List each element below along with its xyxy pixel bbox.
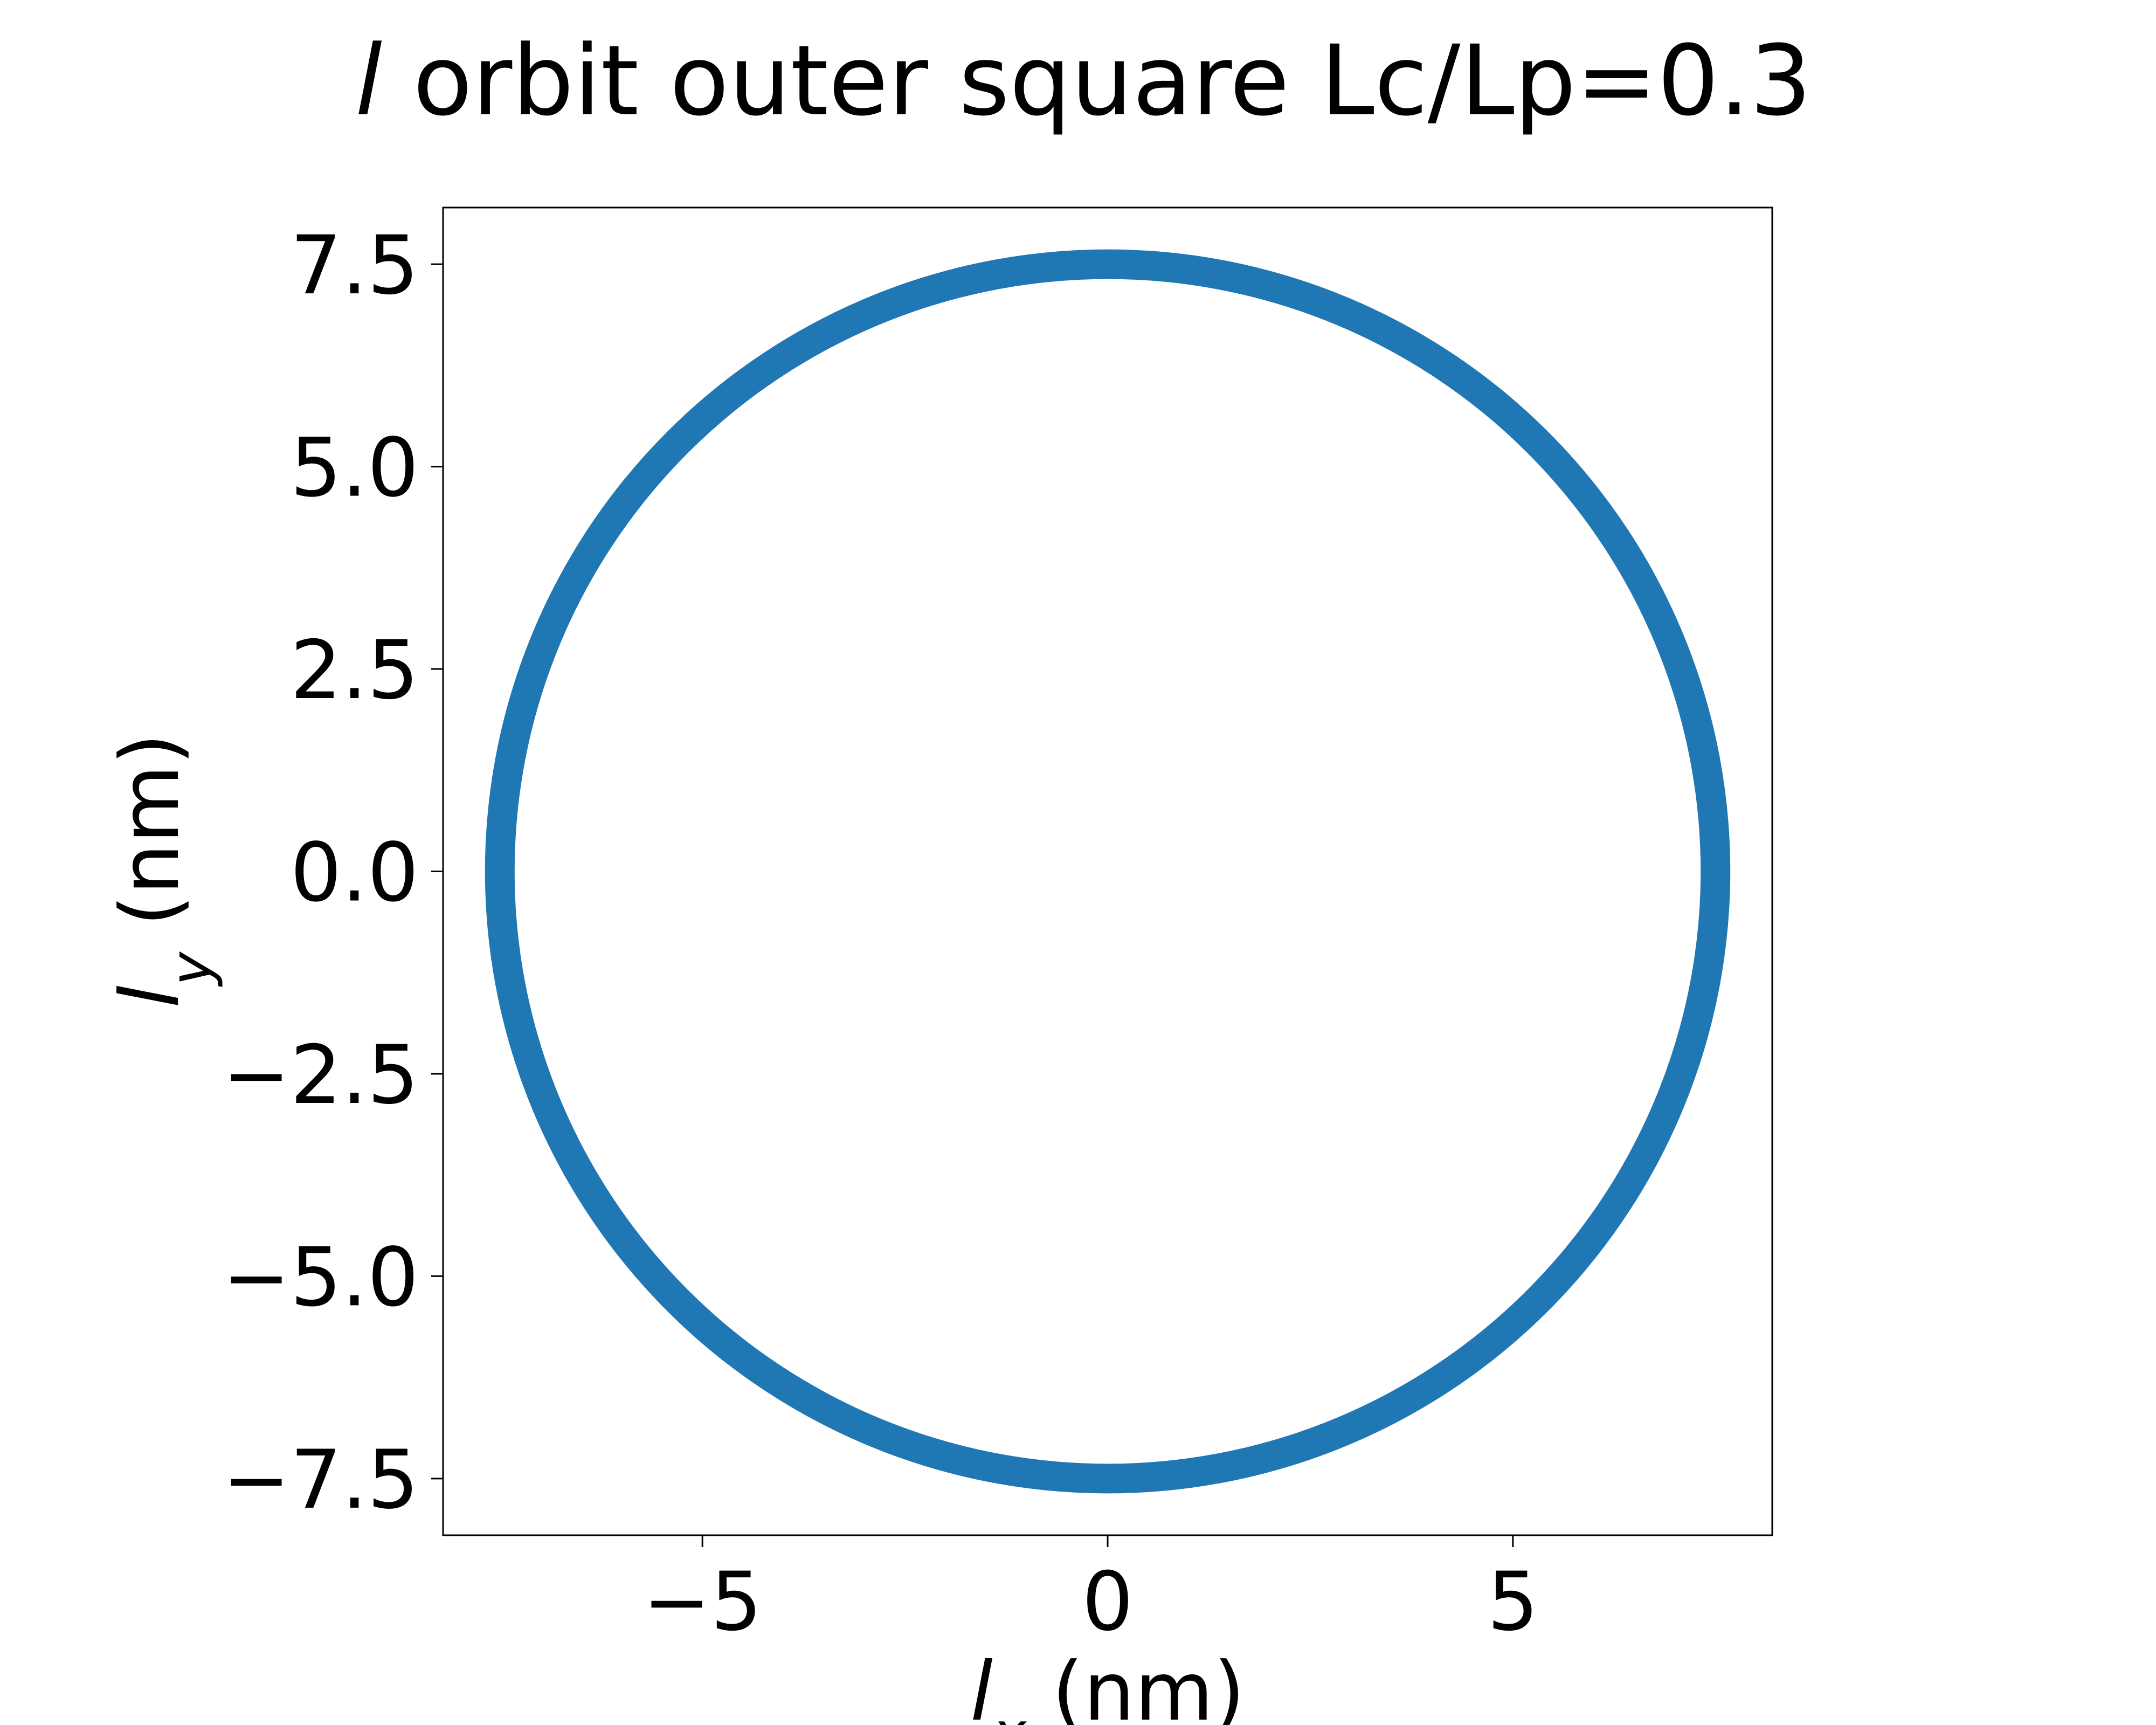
y-tick-label: −5.0 [223, 1231, 419, 1324]
chart-title-symbol: l [355, 25, 382, 137]
x-tick-label: −5 [643, 1555, 762, 1649]
series-layer [485, 249, 1731, 1494]
y-tick-label: 2.5 [290, 624, 419, 717]
plot-area [442, 206, 1773, 1536]
y-tick-label: 7.5 [290, 219, 419, 313]
x-axis-label: lx (nm) [970, 1645, 1245, 1725]
y-axis-label-sub: y [158, 951, 224, 987]
y-tick-label: 5.0 [290, 422, 419, 515]
y-ticks: −7.5 −5.0 −2.5 0.0 2.5 5.0 7.5 [223, 219, 443, 1527]
x-axis-label-symbol: l [970, 1645, 993, 1725]
chart-title: l orbit outer square Lc/Lp=0.3 [355, 25, 1812, 137]
y-tick-label: −2.5 [223, 1029, 419, 1122]
chart-title-rest: orbit outer square Lc/Lp=0.3 [382, 25, 1812, 137]
y-axis-label: ly (nm) [103, 733, 224, 1008]
y-tick-label: −7.5 [223, 1433, 419, 1527]
orbit-circle [485, 249, 1731, 1494]
x-tick-label: 0 [1082, 1555, 1133, 1649]
x-ticks: −5 0 5 [643, 1535, 1539, 1649]
y-tick-label: 0.0 [290, 826, 419, 920]
y-axis-label-rest: (nm) [103, 733, 197, 952]
x-tick-label: 5 [1487, 1555, 1538, 1649]
x-axis-label-rest: (nm) [1026, 1645, 1245, 1725]
y-axis-label-symbol: l [103, 985, 197, 1008]
x-axis-label-sub: x [991, 1700, 1027, 1725]
